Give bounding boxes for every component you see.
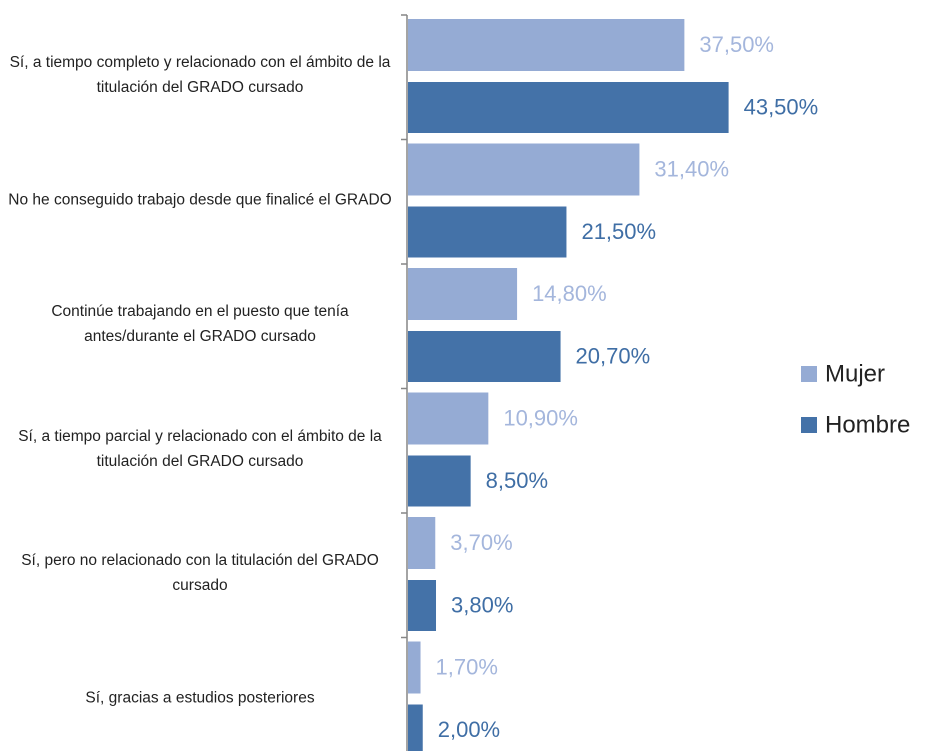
legend-swatch bbox=[801, 417, 817, 433]
bar bbox=[408, 268, 518, 320]
bar bbox=[408, 392, 489, 445]
value-label: 31,40% bbox=[654, 156, 729, 181]
legend-label: Hombre bbox=[825, 411, 910, 438]
bar bbox=[408, 143, 640, 196]
value-label: 3,80% bbox=[451, 592, 513, 617]
bar bbox=[408, 704, 423, 751]
bar bbox=[408, 641, 421, 694]
bar bbox=[408, 517, 436, 569]
value-label: 20,70% bbox=[576, 343, 651, 368]
value-label: 2,00% bbox=[438, 717, 500, 742]
bar bbox=[408, 19, 685, 71]
value-label: 8,50% bbox=[486, 468, 548, 493]
value-label: 14,80% bbox=[532, 281, 607, 306]
legend-label: Mujer bbox=[825, 360, 885, 387]
category-label: Continúe trabajando en el puesto que ten… bbox=[51, 303, 349, 346]
value-label: 43,50% bbox=[744, 94, 819, 119]
bar bbox=[408, 331, 561, 382]
value-label: 37,50% bbox=[699, 32, 774, 57]
bar bbox=[408, 580, 437, 631]
category-label: Sí, a tiempo completo y relacionado con … bbox=[9, 54, 391, 97]
category-label: Sí, pero no relacionado con la titulació… bbox=[21, 552, 379, 595]
legend-swatch bbox=[801, 366, 817, 382]
value-label: 3,70% bbox=[450, 530, 512, 555]
category-label: Sí, a tiempo parcial y relacionado con e… bbox=[18, 427, 382, 470]
value-label: 1,70% bbox=[436, 654, 498, 679]
category-label: No he conseguido trabajo desde que final… bbox=[8, 191, 392, 209]
bar bbox=[408, 82, 729, 133]
bar bbox=[408, 206, 567, 258]
category-label: Sí, gracias a estudios posteriores bbox=[85, 689, 315, 707]
value-label: 10,90% bbox=[503, 405, 578, 430]
value-label: 21,50% bbox=[581, 219, 656, 244]
bar bbox=[408, 455, 471, 507]
